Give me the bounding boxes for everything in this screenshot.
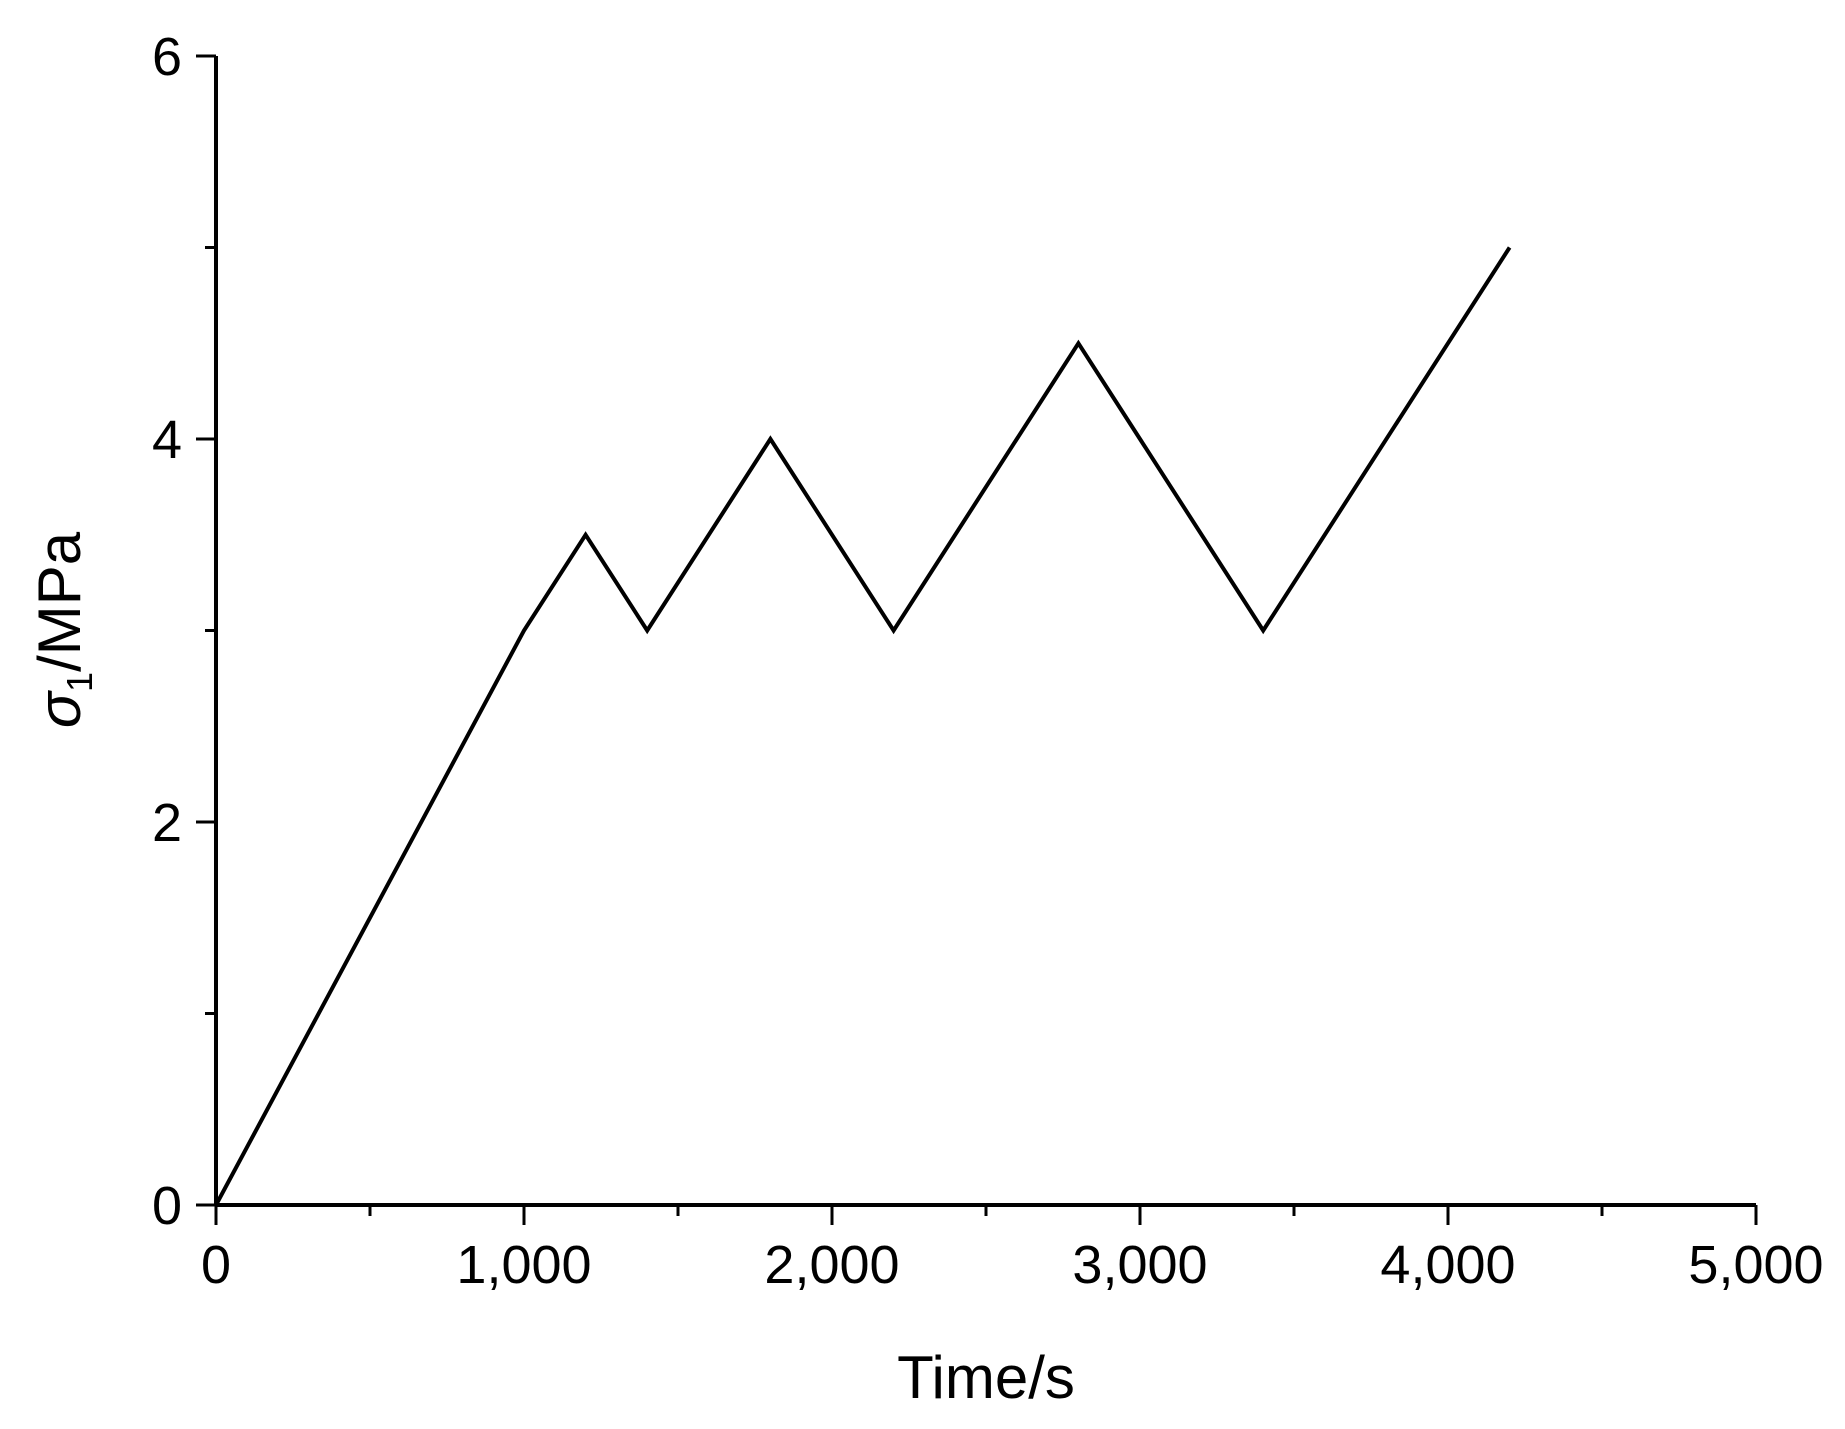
x-axis-ticks	[214, 1205, 1758, 1225]
y-axis-title-unit: /MPa	[26, 531, 93, 672]
x-tick-label: 0	[201, 1235, 231, 1295]
x-tick-label: 2,000	[764, 1235, 899, 1295]
y-tick-label: 0	[152, 1176, 182, 1236]
x-tick-label: 1,000	[456, 1235, 591, 1295]
y-axis-title: σ1/MPa	[26, 531, 100, 728]
x-tick-label: 4,000	[1380, 1235, 1515, 1295]
y-tick-label: 4	[152, 410, 182, 470]
y-axis-title-subscript: 1	[59, 672, 100, 692]
x-axis-title: Time/s	[897, 1344, 1075, 1411]
y-axis-tick-labels: 0 2 4 6	[152, 27, 182, 1236]
y-tick-label: 2	[152, 793, 182, 853]
y-axis-title-symbol: σ	[26, 689, 93, 728]
series-group	[214, 246, 1512, 1206]
y-tick-label: 6	[152, 27, 182, 87]
x-axis-tick-labels: 0 1,000 2,000 3,000 4,000 5,000	[201, 1235, 1824, 1295]
series-line	[214, 246, 1512, 1206]
x-tick-label: 5,000	[1688, 1235, 1823, 1295]
x-tick-label: 3,000	[1072, 1235, 1207, 1295]
y-axis-ticks	[196, 54, 216, 1207]
